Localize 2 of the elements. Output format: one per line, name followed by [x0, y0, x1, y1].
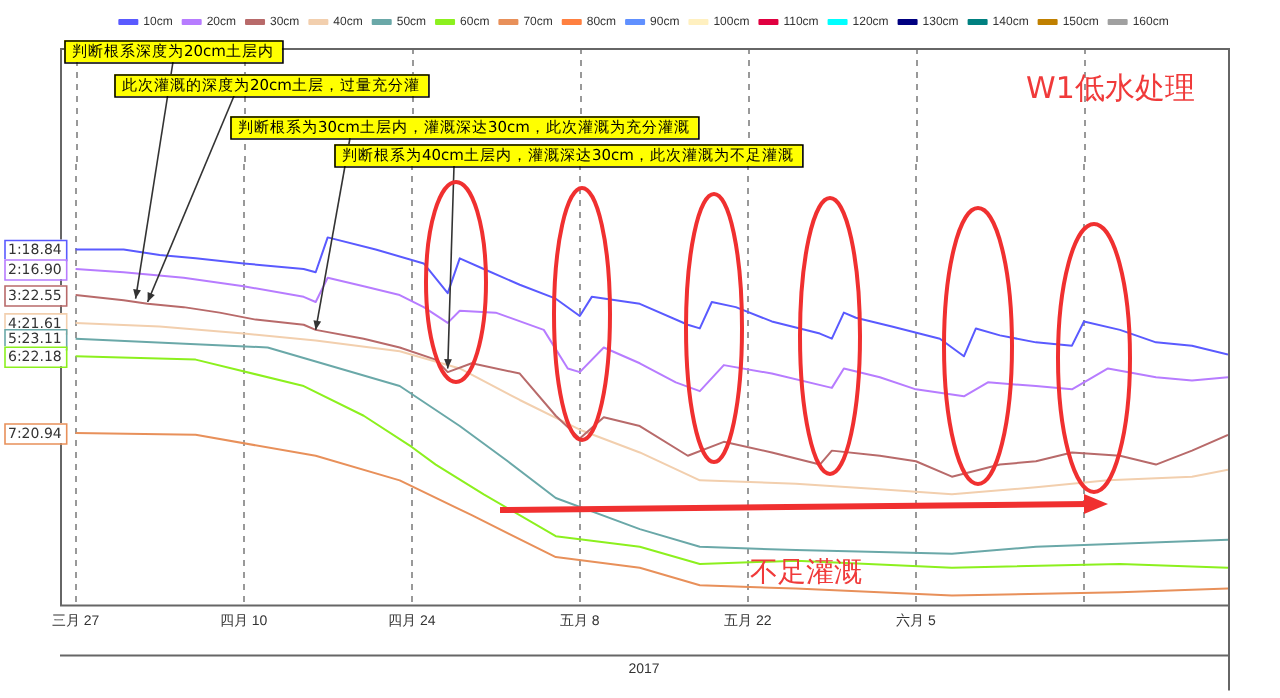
- chart-title: W1低水处理: [1026, 69, 1195, 106]
- annotation: 不足灌溉: [750, 557, 862, 590]
